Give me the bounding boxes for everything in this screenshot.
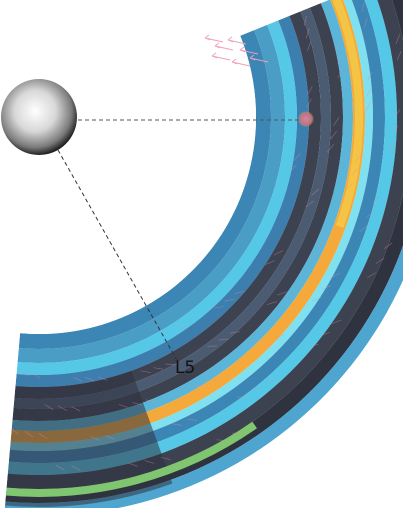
outflow-arrow	[205, 35, 223, 42]
particle-marker-icon	[298, 111, 314, 127]
outflow-arrow	[212, 53, 230, 60]
sphere-icon	[1, 79, 77, 155]
outflow-arrow	[215, 43, 233, 50]
outflow-arrow	[232, 59, 250, 66]
l5-point-label: L5	[175, 358, 195, 378]
density-bands	[4, 0, 403, 508]
